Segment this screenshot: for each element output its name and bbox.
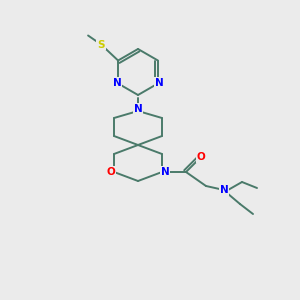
Text: N: N [154, 77, 163, 88]
Text: N: N [220, 185, 228, 195]
Text: N: N [134, 104, 142, 114]
Text: N: N [160, 167, 169, 177]
Text: N: N [113, 77, 122, 88]
Text: O: O [196, 152, 206, 162]
Text: O: O [106, 167, 116, 177]
Text: S: S [97, 40, 105, 50]
